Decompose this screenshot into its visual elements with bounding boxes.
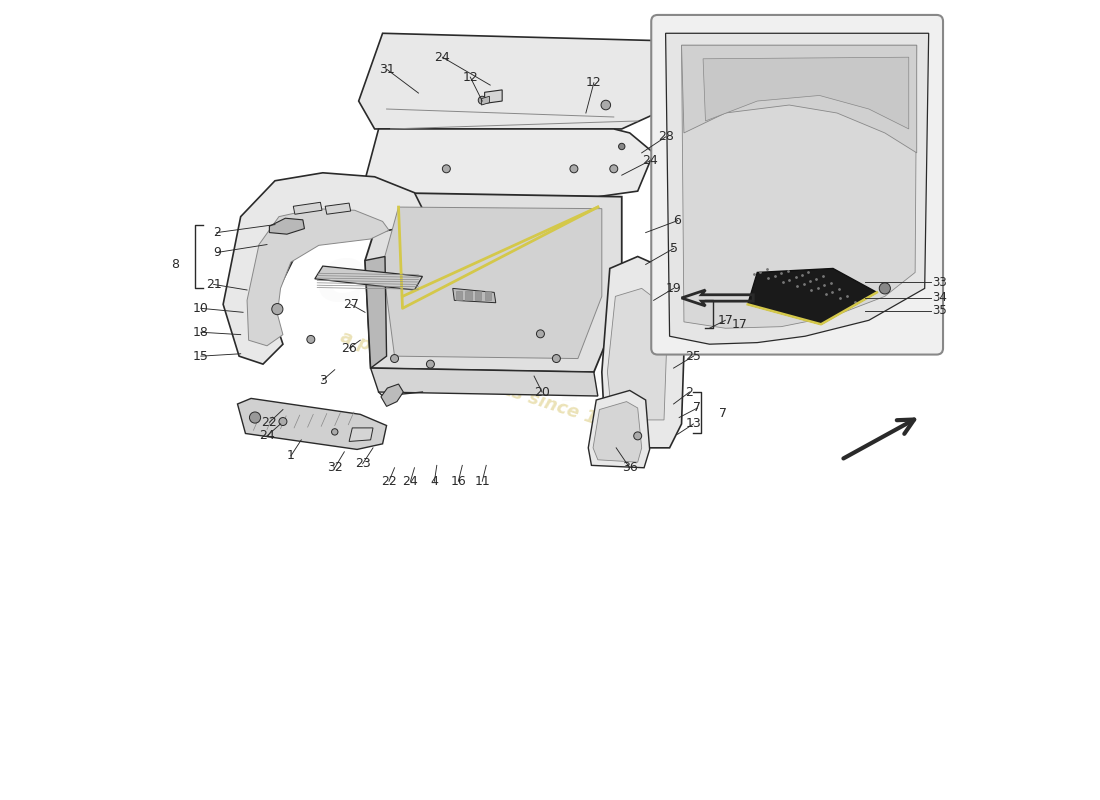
Polygon shape bbox=[455, 290, 462, 299]
Polygon shape bbox=[223, 173, 422, 364]
Circle shape bbox=[618, 143, 625, 150]
Text: 1: 1 bbox=[287, 450, 295, 462]
FancyBboxPatch shape bbox=[651, 15, 943, 354]
Polygon shape bbox=[607, 288, 668, 420]
Polygon shape bbox=[359, 34, 682, 129]
Polygon shape bbox=[485, 90, 503, 103]
Text: 34: 34 bbox=[933, 291, 947, 305]
Polygon shape bbox=[381, 384, 404, 406]
Polygon shape bbox=[482, 96, 490, 105]
Text: 26: 26 bbox=[341, 342, 358, 354]
Polygon shape bbox=[703, 57, 909, 129]
Circle shape bbox=[331, 429, 338, 435]
Circle shape bbox=[272, 303, 283, 314]
Polygon shape bbox=[349, 428, 373, 442]
Circle shape bbox=[601, 100, 610, 110]
Circle shape bbox=[279, 418, 287, 426]
Text: epc: epc bbox=[507, 320, 672, 401]
Text: 36: 36 bbox=[621, 462, 638, 474]
Text: 17: 17 bbox=[717, 314, 734, 326]
Text: 10: 10 bbox=[192, 302, 209, 315]
Circle shape bbox=[879, 283, 890, 294]
Polygon shape bbox=[315, 266, 422, 290]
Polygon shape bbox=[475, 290, 482, 299]
Circle shape bbox=[442, 165, 450, 173]
Polygon shape bbox=[621, 356, 661, 400]
Circle shape bbox=[427, 360, 434, 368]
Text: 8: 8 bbox=[172, 258, 179, 271]
Text: 27: 27 bbox=[343, 298, 359, 311]
Text: 22: 22 bbox=[262, 416, 277, 429]
Circle shape bbox=[307, 335, 315, 343]
Text: 12: 12 bbox=[586, 76, 602, 90]
Text: a passion for parts since 1965: a passion for parts since 1965 bbox=[338, 328, 635, 440]
Text: 19: 19 bbox=[666, 282, 681, 295]
Text: 17: 17 bbox=[732, 318, 748, 330]
Circle shape bbox=[478, 96, 486, 104]
Text: 3: 3 bbox=[319, 374, 327, 386]
Text: 32: 32 bbox=[327, 462, 342, 474]
Circle shape bbox=[570, 165, 578, 173]
Text: 24: 24 bbox=[641, 154, 658, 167]
Text: 16: 16 bbox=[450, 475, 466, 488]
Text: 2: 2 bbox=[212, 226, 221, 239]
Text: 24: 24 bbox=[260, 430, 275, 442]
Polygon shape bbox=[365, 257, 386, 368]
Text: 24: 24 bbox=[434, 50, 450, 64]
Polygon shape bbox=[666, 34, 928, 344]
Polygon shape bbox=[593, 402, 641, 462]
Text: 21: 21 bbox=[206, 278, 221, 291]
Polygon shape bbox=[238, 398, 386, 450]
Polygon shape bbox=[294, 202, 322, 214]
Text: 23: 23 bbox=[355, 458, 371, 470]
Polygon shape bbox=[363, 129, 653, 197]
Text: 35: 35 bbox=[933, 304, 947, 318]
Polygon shape bbox=[365, 193, 622, 372]
Polygon shape bbox=[326, 203, 351, 214]
Text: 4: 4 bbox=[430, 475, 438, 488]
Polygon shape bbox=[485, 290, 491, 299]
Polygon shape bbox=[383, 207, 602, 358]
Polygon shape bbox=[453, 288, 496, 302]
Polygon shape bbox=[588, 390, 650, 468]
Polygon shape bbox=[465, 290, 472, 299]
Text: epc: epc bbox=[315, 243, 466, 318]
Text: 22: 22 bbox=[381, 475, 397, 488]
Text: 33: 33 bbox=[933, 275, 947, 289]
Text: 9: 9 bbox=[212, 246, 221, 259]
Circle shape bbox=[250, 412, 261, 423]
Text: 25: 25 bbox=[685, 350, 702, 362]
Polygon shape bbox=[748, 269, 877, 324]
Text: 13: 13 bbox=[685, 418, 702, 430]
Text: 7: 7 bbox=[719, 407, 727, 420]
Text: 2: 2 bbox=[685, 386, 693, 398]
Circle shape bbox=[769, 301, 774, 307]
Text: 7: 7 bbox=[693, 402, 702, 414]
Text: 11: 11 bbox=[474, 475, 491, 488]
Circle shape bbox=[390, 354, 398, 362]
Polygon shape bbox=[270, 218, 305, 234]
Text: 28: 28 bbox=[658, 130, 673, 143]
Text: 31: 31 bbox=[378, 62, 395, 76]
Text: 12: 12 bbox=[462, 70, 478, 84]
Text: 18: 18 bbox=[192, 326, 209, 338]
Polygon shape bbox=[248, 209, 389, 346]
Circle shape bbox=[634, 432, 641, 440]
Text: 20: 20 bbox=[535, 386, 550, 398]
Circle shape bbox=[537, 330, 544, 338]
Text: 24: 24 bbox=[403, 475, 418, 488]
Polygon shape bbox=[682, 46, 916, 153]
Text: 5: 5 bbox=[670, 242, 678, 255]
Polygon shape bbox=[682, 46, 916, 328]
Polygon shape bbox=[602, 257, 685, 448]
Polygon shape bbox=[371, 368, 597, 396]
Circle shape bbox=[552, 354, 560, 362]
Text: 15: 15 bbox=[192, 350, 209, 362]
Text: 6: 6 bbox=[673, 214, 682, 227]
Circle shape bbox=[609, 165, 618, 173]
